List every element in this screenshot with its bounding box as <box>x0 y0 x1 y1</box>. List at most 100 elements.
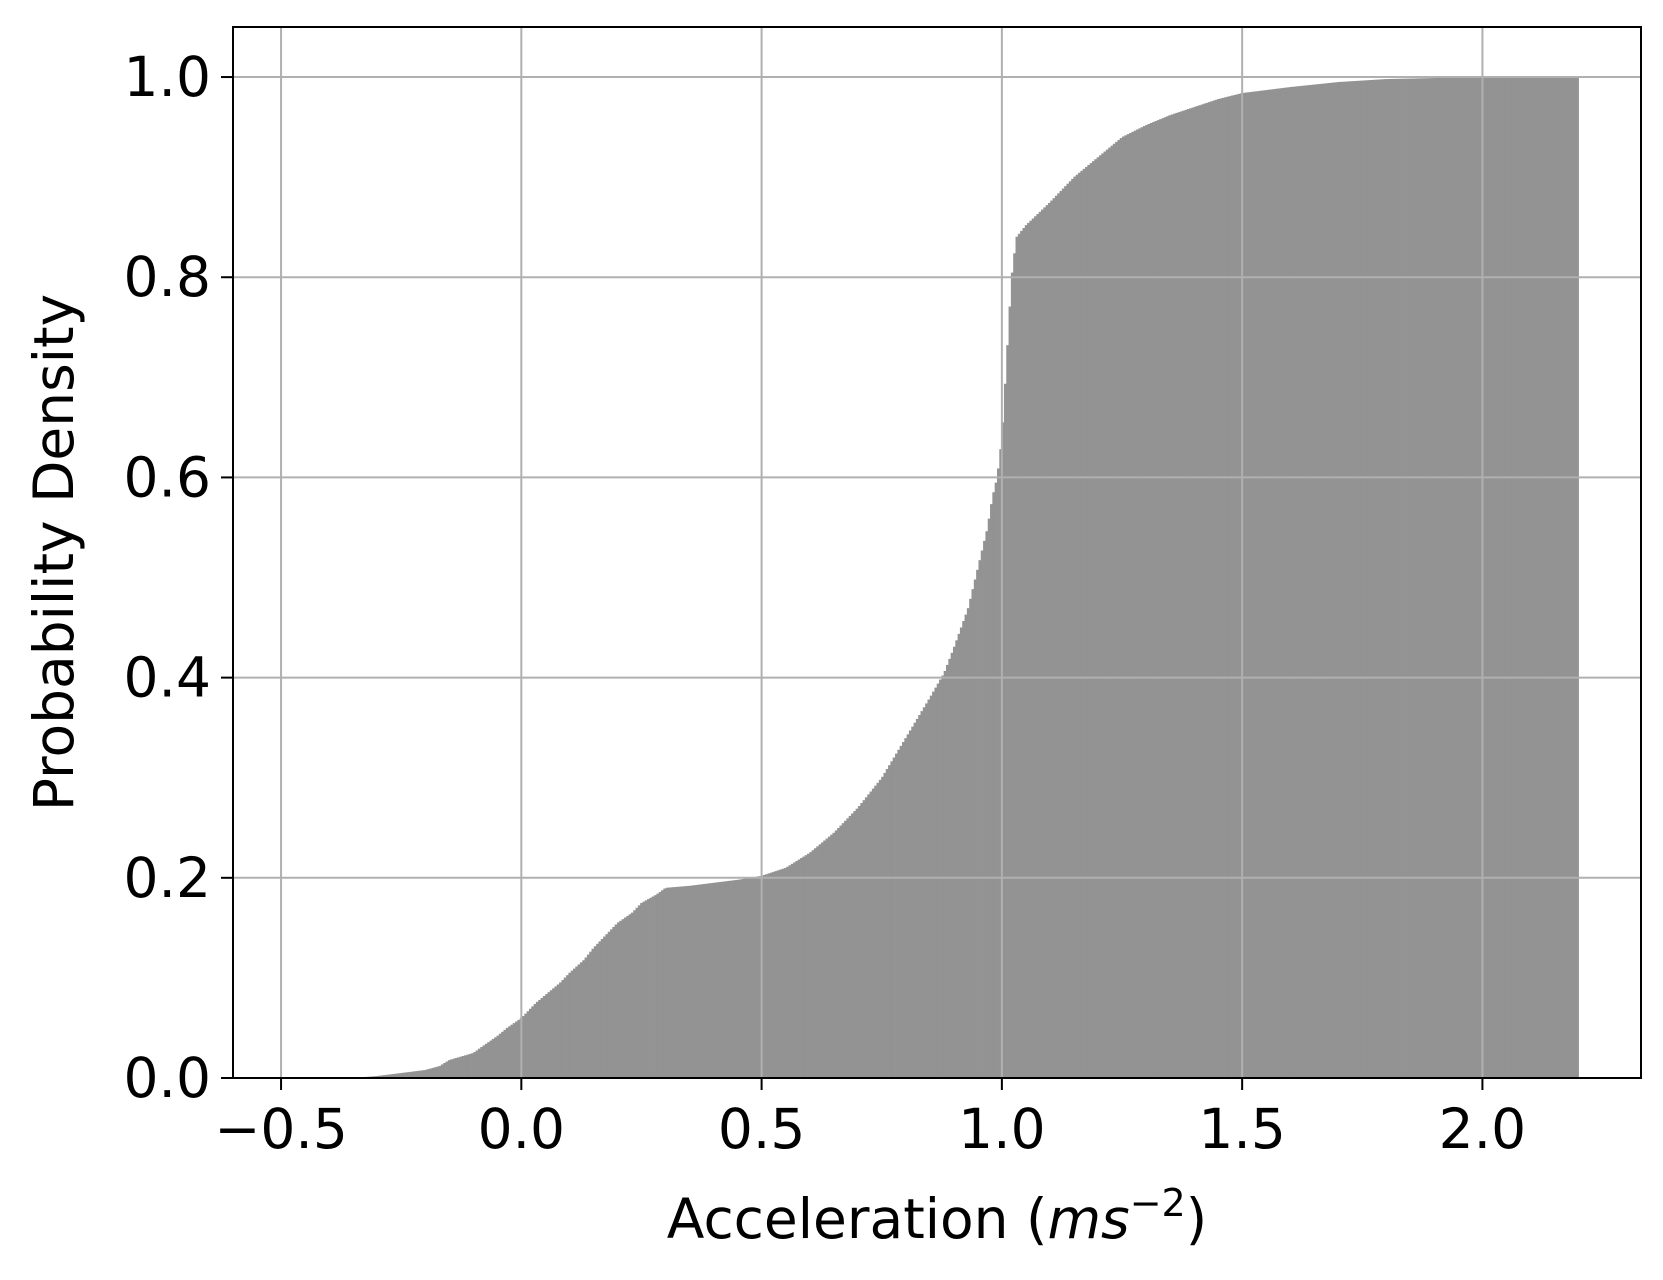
histogram-bar <box>575 967 578 1078</box>
histogram-bar <box>1187 109 1190 1078</box>
histogram-bar <box>1185 110 1188 1078</box>
histogram-bar <box>1319 84 1322 1078</box>
histogram-bar <box>624 918 627 1078</box>
histogram-bar <box>770 873 773 1078</box>
histogram-bar <box>1456 78 1459 1078</box>
histogram-bar <box>788 865 791 1078</box>
histogram-bar <box>879 780 882 1078</box>
histogram-bar <box>510 1025 513 1078</box>
histogram-bar <box>1402 79 1405 1078</box>
histogram-bar <box>1282 88 1285 1078</box>
histogram-bar <box>696 885 699 1078</box>
x-tick-label: 2.0 <box>1439 1097 1526 1161</box>
histogram-bar <box>800 858 803 1078</box>
histogram-bar <box>842 823 845 1078</box>
histogram-bar <box>1509 77 1512 1078</box>
histogram-bar <box>645 900 648 1078</box>
histogram-bar <box>1361 81 1364 1078</box>
histogram-bar <box>1027 223 1030 1078</box>
histogram-bar <box>846 818 849 1078</box>
histogram-bar <box>432 1068 435 1078</box>
histogram-bar <box>1458 78 1461 1078</box>
histogram-bar <box>1057 193 1060 1078</box>
histogram-bar <box>436 1067 439 1078</box>
histogram-bar <box>1157 120 1160 1078</box>
histogram-bar <box>622 919 625 1078</box>
histogram-bar <box>795 861 798 1078</box>
histogram-bar <box>480 1047 483 1078</box>
histogram-bar <box>478 1049 481 1078</box>
histogram-bar <box>719 882 722 1078</box>
histogram-bar <box>705 884 708 1078</box>
histogram-bar <box>890 761 893 1078</box>
histogram-bar <box>1215 100 1218 1078</box>
histogram-bar <box>1201 104 1204 1078</box>
histogram-bar <box>448 1060 451 1078</box>
histogram-bar <box>661 890 664 1078</box>
histogram-bar <box>1155 121 1158 1078</box>
histogram-bar <box>450 1059 453 1078</box>
histogram-bar <box>1194 107 1197 1078</box>
histogram-bar <box>1539 77 1542 1078</box>
histogram-bar <box>1351 81 1354 1078</box>
histogram-bar <box>471 1053 474 1078</box>
histogram-bar <box>793 862 796 1078</box>
histogram-bar <box>1389 79 1392 1078</box>
histogram-bar <box>712 883 715 1078</box>
histogram-bar <box>1020 231 1023 1078</box>
histogram-bar <box>1006 345 1009 1078</box>
histogram-bar <box>1268 90 1271 1078</box>
histogram-bar <box>698 885 701 1078</box>
histogram-bar <box>742 879 745 1078</box>
histogram-bar <box>1291 87 1294 1078</box>
histogram-bar <box>615 925 618 1078</box>
x-axis-label: Acceleration (ms−2) <box>667 1181 1207 1251</box>
histogram-bar <box>1083 169 1086 1078</box>
histogram-bar <box>1029 221 1032 1078</box>
histogram-bar <box>1576 77 1579 1078</box>
histogram-bar <box>914 723 917 1078</box>
histogram-bar <box>1233 95 1236 1078</box>
histogram-bar <box>1375 80 1378 1078</box>
histogram-bar <box>1386 79 1389 1078</box>
histogram-bar <box>1113 144 1116 1078</box>
histogram-bar <box>1446 78 1449 1078</box>
histogram-bar <box>958 634 961 1078</box>
histogram-bar <box>524 1014 527 1078</box>
histogram-bar <box>1449 78 1452 1078</box>
histogram-bar <box>1022 228 1025 1078</box>
histogram-bar <box>1368 80 1371 1078</box>
histogram-bar <box>552 988 555 1078</box>
histogram-bar <box>1395 79 1398 1078</box>
histogram-bar <box>668 888 671 1078</box>
histogram-bar <box>1451 78 1454 1078</box>
histogram-bar <box>775 871 778 1078</box>
histogram-bar <box>1254 91 1257 1078</box>
histogram-bar <box>494 1037 497 1078</box>
x-tick-label: −0.5 <box>214 1097 348 1161</box>
histogram-bar <box>1472 77 1475 1078</box>
histogram-bar <box>1284 88 1287 1078</box>
histogram-bar <box>1479 77 1482 1078</box>
histogram-bar <box>1477 77 1480 1078</box>
histogram-bar <box>1134 131 1137 1078</box>
histogram-bar <box>744 878 747 1078</box>
histogram-bar <box>839 826 842 1078</box>
histogram-bar <box>457 1057 460 1078</box>
histogram-bar <box>492 1039 495 1078</box>
histogram-bar <box>1379 79 1382 1078</box>
x-axis-label-suffix: ) <box>1186 1187 1207 1251</box>
x-axis-label-unit: ms <box>1047 1187 1129 1251</box>
histogram-bar <box>589 952 592 1078</box>
histogram-bar <box>538 1000 541 1078</box>
histogram-bar <box>682 886 685 1078</box>
histogram-bar <box>1138 128 1141 1078</box>
histogram-bar <box>1143 126 1146 1078</box>
histogram-bar <box>805 855 808 1078</box>
histogram-bar <box>473 1052 476 1078</box>
x-tick-label: 0.0 <box>478 1097 565 1161</box>
histogram-bar <box>826 839 829 1078</box>
histogram-bar <box>466 1055 469 1078</box>
histogram-bar <box>1301 86 1304 1078</box>
histogram-bar <box>1104 152 1107 1078</box>
